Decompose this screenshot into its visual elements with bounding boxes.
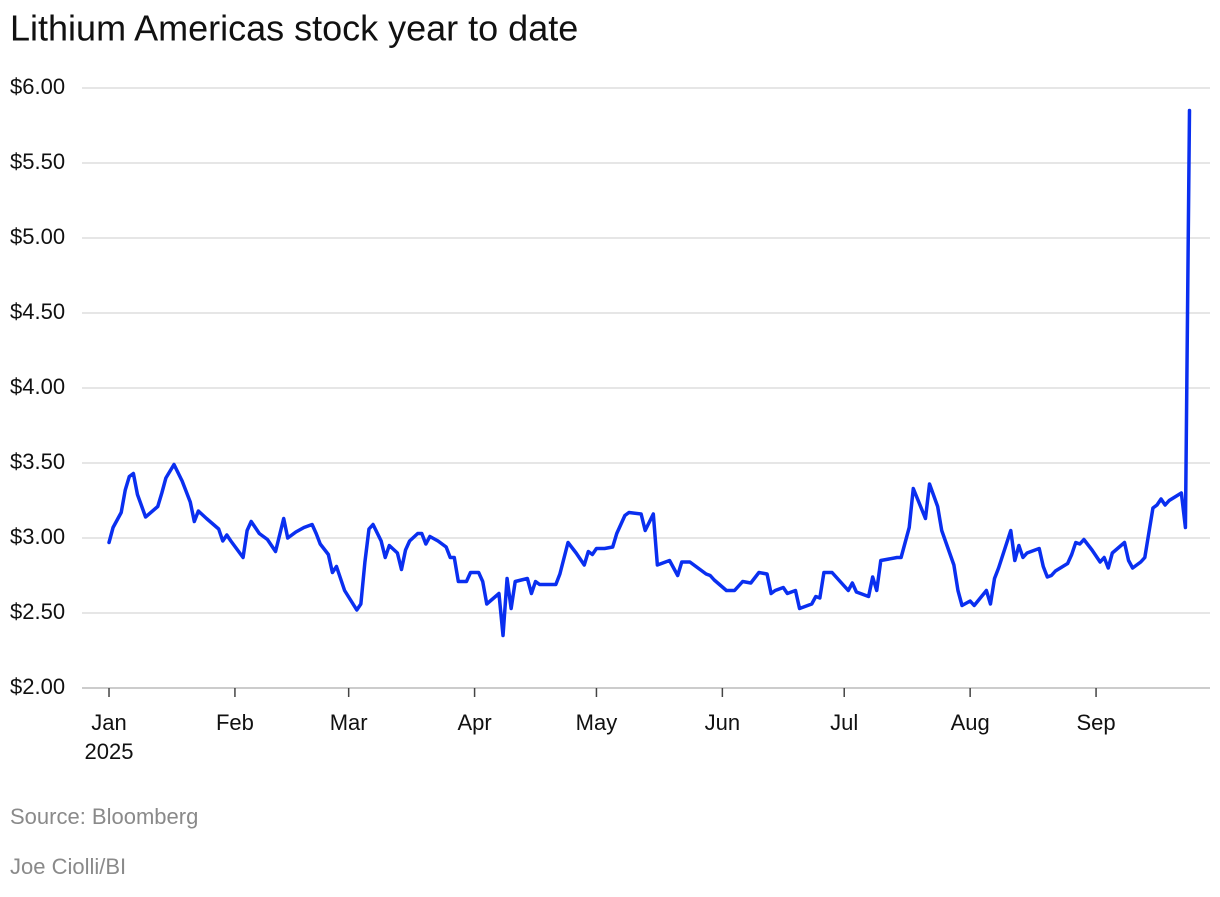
y-tick-label: $6.00 bbox=[10, 74, 65, 99]
y-tick-label: $3.50 bbox=[10, 449, 65, 474]
x-tick-label: Aug bbox=[951, 710, 990, 735]
x-tick-label: Jun bbox=[705, 710, 740, 735]
y-tick-label: $4.00 bbox=[10, 374, 65, 399]
x-tick-label: Sep bbox=[1076, 710, 1115, 735]
x-tick-label: Apr bbox=[457, 710, 491, 735]
x-tick-label: Feb bbox=[216, 710, 254, 735]
y-tick-label: $5.00 bbox=[10, 224, 65, 249]
y-tick-label: $4.50 bbox=[10, 299, 65, 324]
y-tick-label: $5.50 bbox=[10, 149, 65, 174]
y-tick-label: $3.00 bbox=[10, 524, 65, 549]
x-year-label: 2025 bbox=[85, 739, 134, 764]
x-tick-label: Jan bbox=[91, 710, 126, 735]
credit: Joe Ciolli/BI bbox=[10, 854, 126, 879]
y-tick-label: $2.00 bbox=[10, 674, 65, 699]
y-tick-label: $2.50 bbox=[10, 599, 65, 624]
x-tick-label: Jul bbox=[830, 710, 858, 735]
source: Source: Bloomberg bbox=[10, 804, 198, 829]
chart-title: Lithium Americas stock year to date bbox=[10, 8, 578, 49]
x-tick-label: Mar bbox=[330, 710, 368, 735]
x-tick-label: May bbox=[576, 710, 618, 735]
price-line bbox=[107, 108, 1192, 638]
